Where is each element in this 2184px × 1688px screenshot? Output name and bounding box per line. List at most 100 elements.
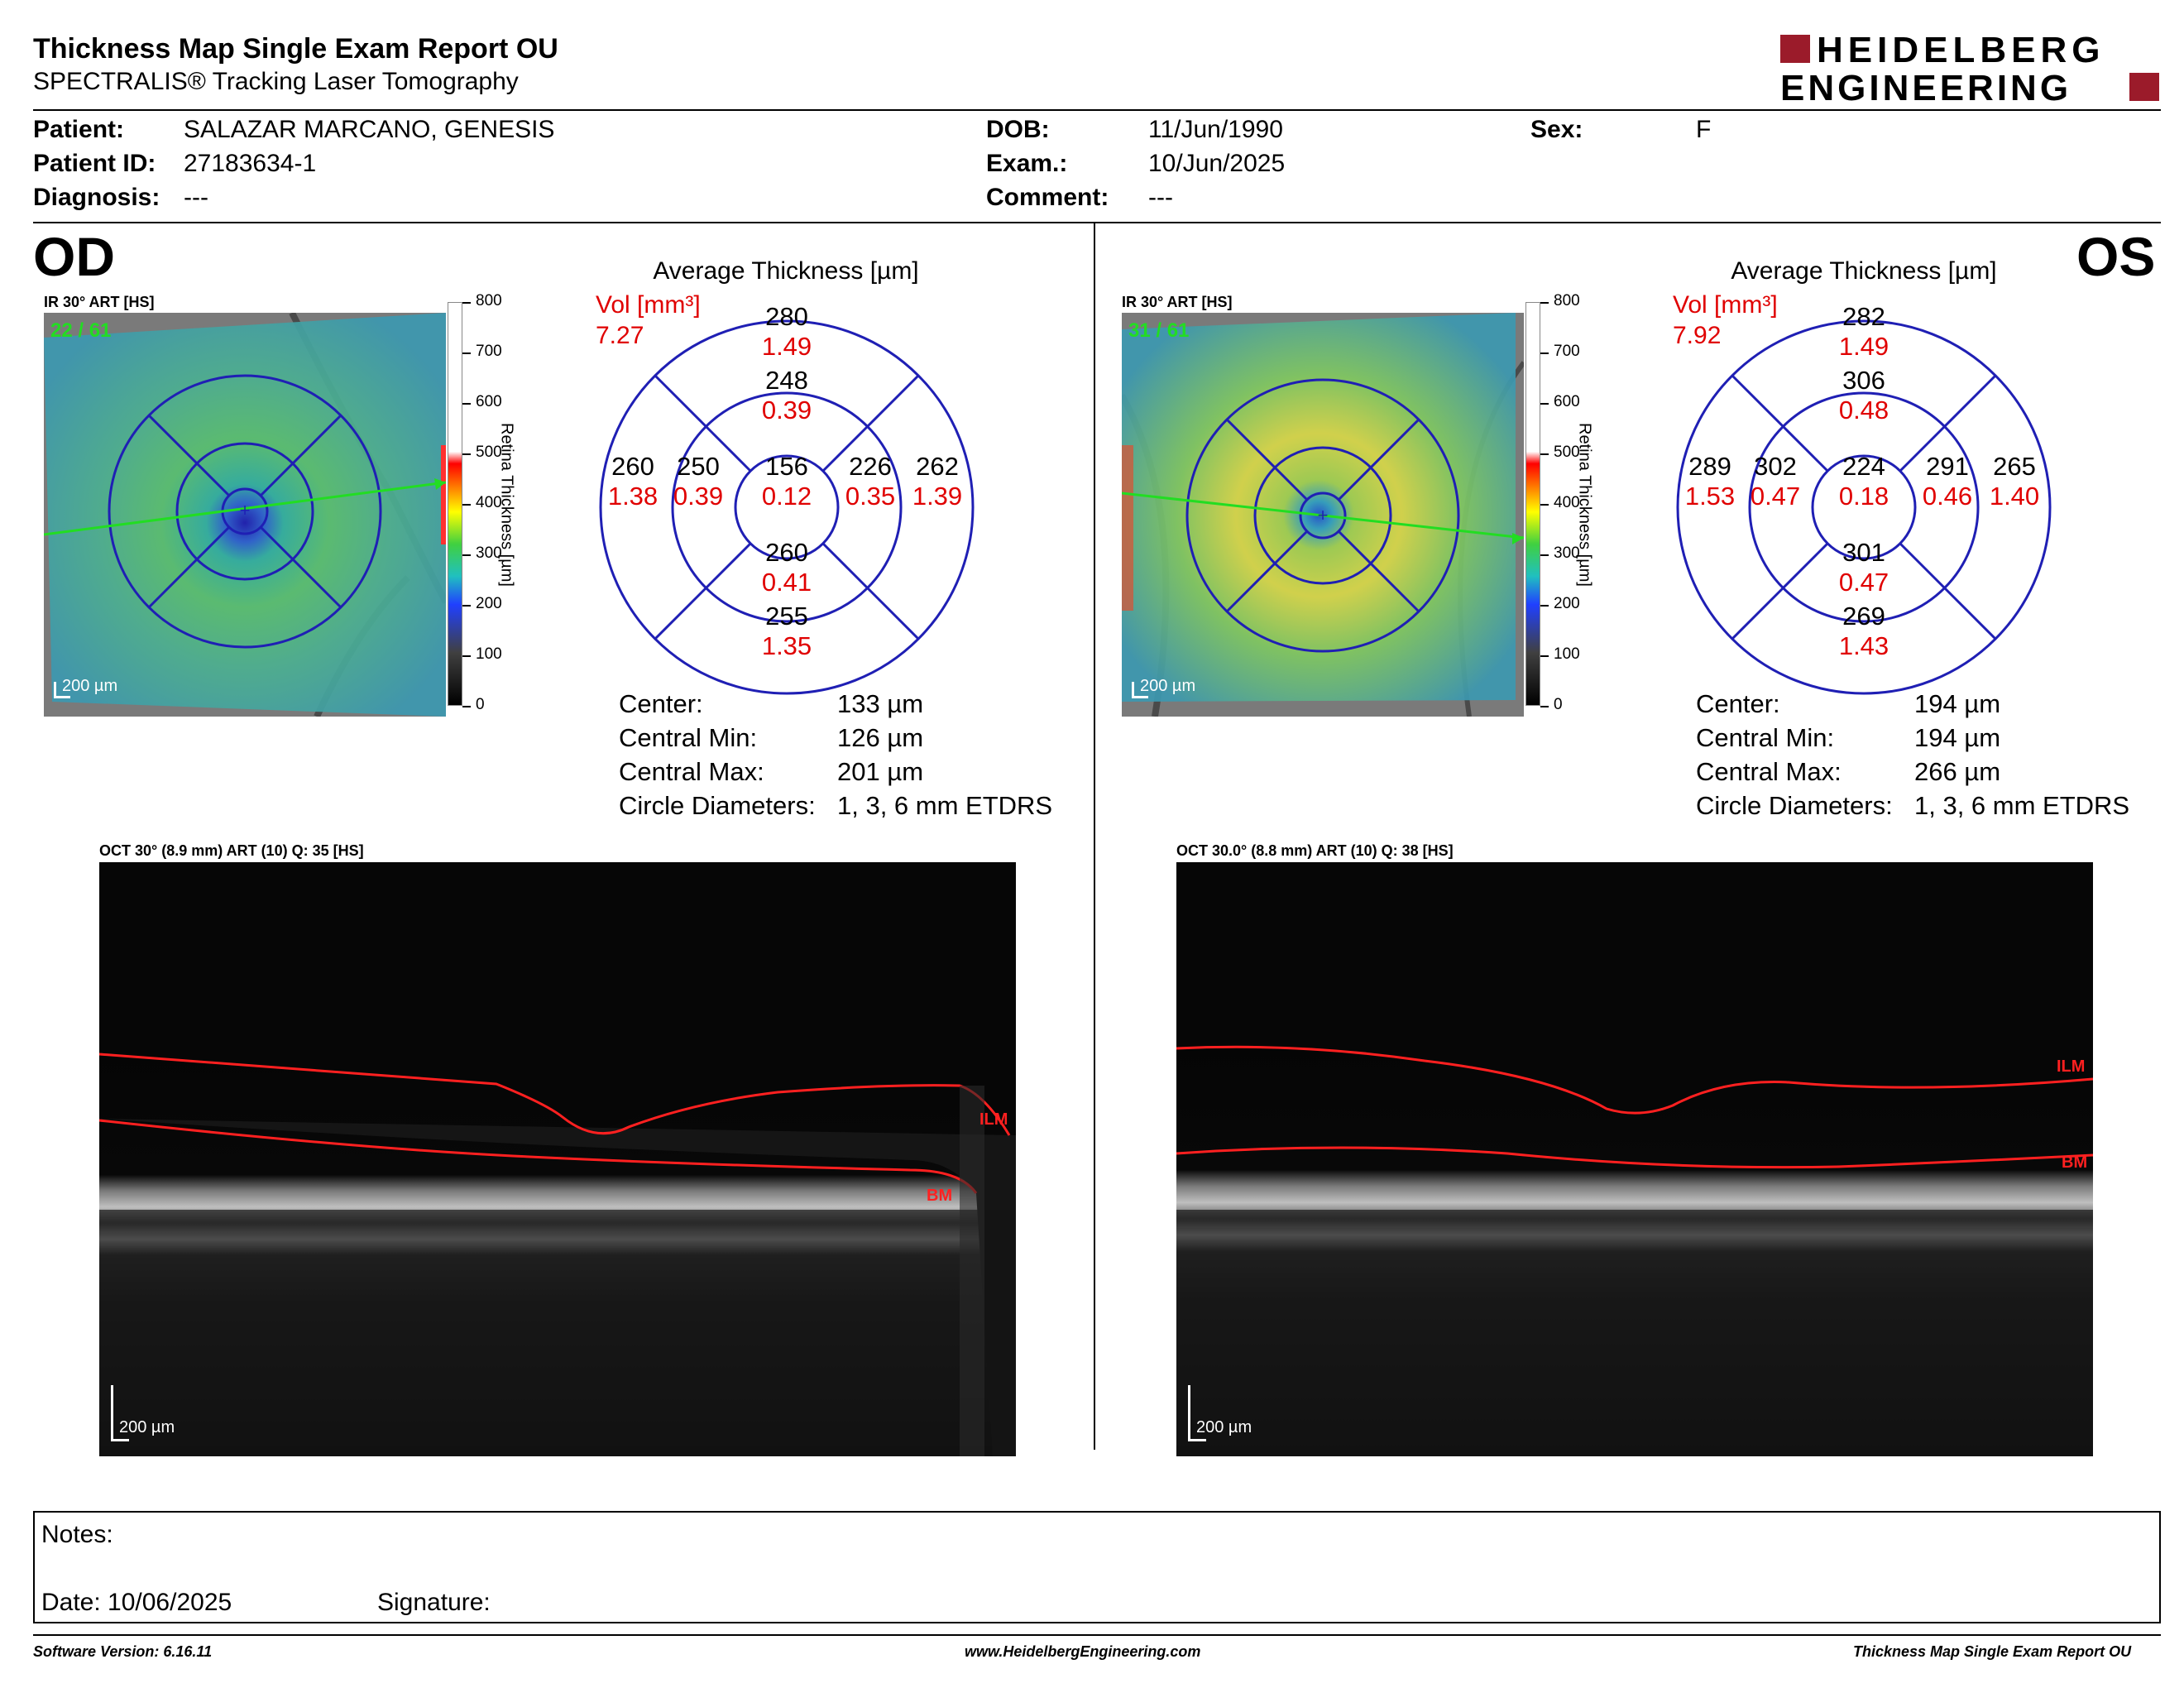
od-inner-temporal-vol: 0.35 [845,482,896,511]
od-max-label: Central Max: [619,757,764,786]
os-outer-inferior-vol: 1.43 [1838,631,1889,660]
sex-label: Sex: [1530,116,1583,143]
os-center-label: Center: [1696,689,1780,718]
os-colorbar-tick: 400 [1554,494,1580,511]
od-vol-value: 7.27 [596,322,644,349]
od-center-label: Center: [619,689,703,718]
od-colorbar-tick: 300 [476,544,502,562]
od-diam-label: Circle Diameters: [619,791,816,820]
exam-value: 10/Jun/2025 [1148,150,1286,177]
signature-label: Signature: [377,1589,491,1616]
od-center-value: 133 µm [837,689,924,718]
od-outer-superior-vol: 1.49 [761,332,812,361]
od-outer-nasal: 260 [611,452,654,481]
od-outer-temporal-vol: 1.39 [912,482,963,511]
os-diam-label: Circle Diameters: [1696,791,1893,820]
os-vol-value: 7.92 [1673,322,1722,349]
exam-label: Exam.: [986,150,1068,177]
svg-text:+: + [1318,505,1329,525]
os-ilm-label: ILM [2057,1057,2086,1076]
od-center: 156 [765,452,808,481]
os-inner-nasal: 302 [1754,452,1797,481]
os-vol-label: Vol [mm³] [1673,291,1778,319]
od-diam-value: 1, 3, 6 mm ETDRS [837,791,1053,820]
svg-text:+: + [240,500,251,520]
od-inner-nasal: 250 [677,452,720,481]
patient-name: SALAZAR MARCANO, GENESIS [184,116,555,143]
os-outer-nasal-vol: 1.53 [1684,482,1736,511]
os-outer-superior: 282 [1842,302,1885,331]
od-colorbar-tick: 0 [476,696,485,713]
od-colorbar-tick: 400 [476,494,502,511]
od-inner-nasal-vol: 0.39 [673,482,724,511]
os-colorbar-tick: 100 [1554,645,1580,663]
date-label: Date: 10/06/2025 [41,1589,232,1616]
od-inner-superior-vol: 0.39 [761,396,812,424]
od-min-value: 126 µm [837,723,924,752]
od-oct-scale: 200 µm [119,1418,175,1436]
patient-id-label: Patient ID: [33,150,156,177]
os-colorbar-tick: 300 [1554,544,1580,562]
os-min-value: 194 µm [1914,723,2001,752]
od-max-value: 201 µm [837,757,924,786]
os-etdrs-grid: 282 1.49 306 0.48 289 1.53 302 0.47 224 … [1675,302,2052,696]
od-vol-label: Vol [mm³] [596,291,701,319]
software-version: Software Version: 6.16.11 [33,1643,213,1660]
od-ir-counter: 22 / 61 [50,319,112,342]
od-colorbar-tick: 600 [476,393,502,410]
os-colorbar-tick: 800 [1554,292,1580,309]
od-inner-superior: 248 [765,366,808,395]
os-colorbar-tick: 200 [1554,595,1580,612]
od-oct-label: OCT 30° (8.9 mm) ART (10) Q: 35 [HS] [99,842,364,859]
os-max-label: Central Max: [1696,757,1842,786]
dob-value: 11/Jun/1990 [1148,116,1283,143]
od-bm-label: BM [927,1187,953,1205]
os-oct-scale: 200 µm [1196,1418,1252,1436]
heidelberg-logo: HEIDELBERG ENGINEERING [1780,30,2161,108]
od-center-vol: 0.12 [761,482,812,511]
od-eye-label: OD [33,226,115,287]
od-outer-nasal-vol: 1.38 [607,482,659,511]
os-oct-bscan: ILM BM 200 µm [1176,862,2093,1456]
od-colorbar-ticks [462,302,472,707]
os-colorbar-tick: 0 [1554,696,1563,713]
os-colorbar-tick: 500 [1554,444,1580,461]
footer-report-name: Thickness Map Single Exam Report OU [1853,1643,2132,1660]
diagnosis-value: --- [184,184,208,211]
od-colorbar-tick: 100 [476,645,502,663]
patient-id: 27183634-1 [184,150,317,177]
od-colorbar-tick: 700 [476,343,502,360]
os-inner-nasal-vol: 0.47 [1750,482,1801,511]
os-eye-label: OS [2076,226,2156,287]
od-outer-superior: 280 [765,302,808,331]
report-title: Thickness Map Single Exam Report OU [33,33,558,65]
os-center-vol: 0.18 [1838,482,1889,511]
od-oct-bscan: ILM BM 200 µm [99,862,1016,1456]
os-center-value: 194 µm [1914,689,2001,718]
os-min-label: Central Min: [1696,723,1835,752]
os-outer-superior-vol: 1.49 [1838,332,1889,361]
od-ir-scale: 200 µm [62,677,118,695]
website-link[interactable]: www.HeidelbergEngineering.com [965,1643,1201,1660]
diagnosis-label: Diagnosis: [33,184,160,211]
od-colorbar-title: Retina Thickness [µm] [497,423,516,587]
os-colorbar-tick: 700 [1554,343,1580,360]
os-inner-inferior-vol: 0.47 [1838,568,1889,597]
os-inner-inferior: 301 [1842,538,1885,567]
os-center: 224 [1842,452,1885,481]
os-avg-title: Average Thickness [µm] [1731,257,1997,285]
os-thickness-map: + 31 / 61 200 µm [1122,313,1524,717]
os-inner-superior-vol: 0.48 [1838,396,1889,424]
patient-label: Patient: [33,116,125,143]
os-outer-inferior: 269 [1842,602,1885,631]
os-oct-label: OCT 30.0° (8.8 mm) ART (10) Q: 38 [HS] [1176,842,1454,859]
os-ir-label: IR 30° ART [HS] [1122,294,1233,310]
os-colorbar [1525,302,1540,706]
od-colorbar-tick: 800 [476,292,502,309]
od-thickness-map: + 22 / 61 200 µm [44,313,446,717]
od-min-label: Central Min: [619,723,758,752]
od-outer-inferior: 255 [765,602,808,631]
notes-box[interactable]: Notes: Date: 10/06/2025 Signature: [33,1511,2161,1623]
os-outer-nasal: 289 [1688,452,1731,481]
comment-label: Comment: [986,184,1109,211]
